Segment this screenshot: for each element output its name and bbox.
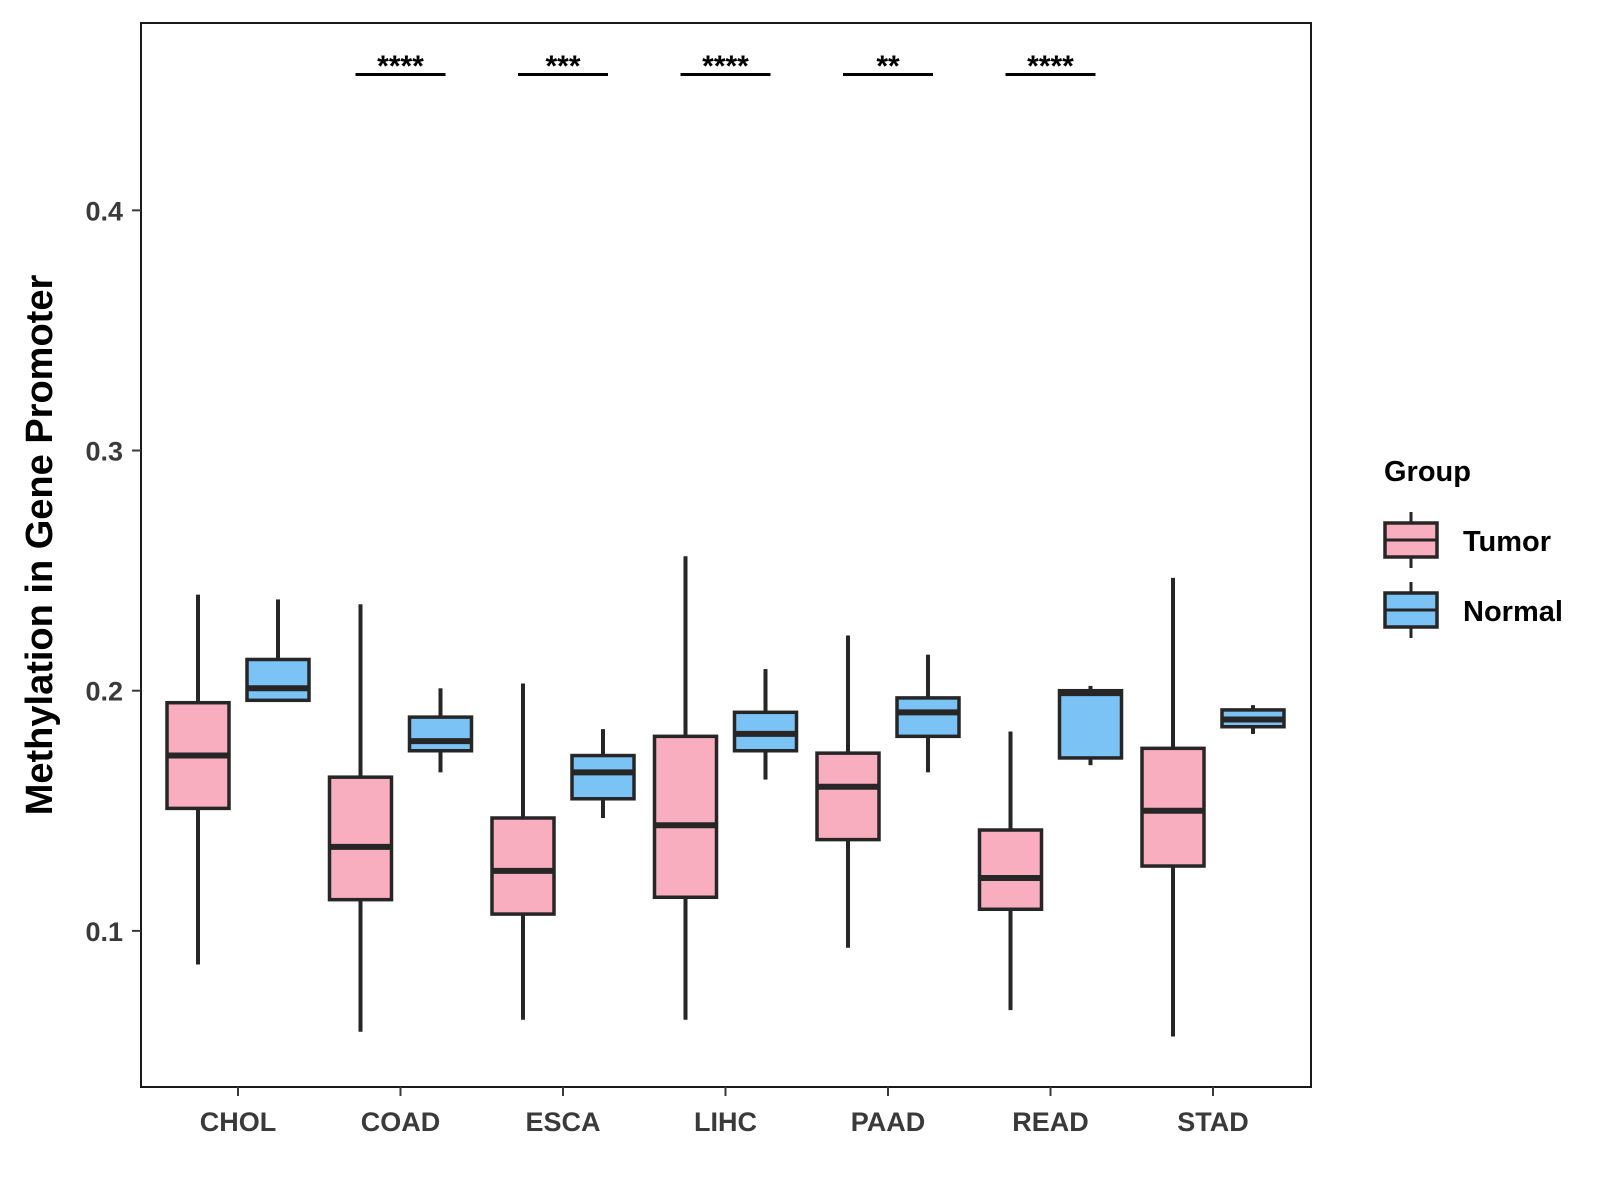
significance-label-lihc: **** — [702, 50, 749, 83]
legend-item-tumor: Tumor — [1383, 512, 1551, 568]
x-tick-label-chol: CHOL — [200, 1107, 277, 1137]
box-tumor-chol — [165, 594, 231, 965]
box-normal-read — [1057, 685, 1124, 766]
y-tick-label: 0.3 — [85, 437, 123, 467]
significance-label-esca: *** — [545, 50, 580, 83]
box-tumor-paad — [815, 635, 881, 948]
box-iqr — [1140, 746, 1206, 868]
box-tumor-lihc — [652, 556, 719, 1020]
legend-title: Group — [1384, 456, 1471, 488]
box-iqr — [490, 816, 556, 916]
y-axis-title: Methylation in Gene Promoter — [19, 275, 61, 816]
box-iqr — [570, 753, 636, 801]
box-iqr — [245, 657, 311, 703]
box-normal-coad — [407, 688, 474, 773]
plot-area: 0.1 0.2 0.3 0.4 CHOL COAD ESCA LIHC PAAD READ STAD… — [85, 22, 1312, 1137]
box-normal-lihc — [732, 669, 799, 780]
box-tumor-stad — [1140, 577, 1206, 1037]
box-iqr — [652, 734, 719, 900]
legend: Tumor Normal — [1383, 512, 1563, 638]
significance-label-coad: **** — [377, 50, 424, 83]
legend-label-normal: Normal — [1463, 596, 1563, 628]
box-tumor-read — [977, 731, 1044, 1011]
box-normal-chol — [245, 599, 311, 703]
box-iqr — [977, 828, 1044, 912]
significance-label-read: **** — [1027, 50, 1074, 83]
x-tick-label-lihc: LIHC — [694, 1107, 757, 1137]
y-tick-label: 0.2 — [85, 677, 123, 707]
box-iqr — [895, 696, 961, 739]
box-normal-paad — [895, 654, 961, 773]
box-iqr — [815, 751, 881, 842]
y-tick-label: 0.1 — [85, 917, 123, 947]
x-tick-label-stad: STAD — [1177, 1107, 1249, 1137]
x-tick-label-read: READ — [1012, 1107, 1089, 1137]
plot-border — [140, 22, 1312, 1088]
legend-item-normal: Normal — [1383, 582, 1563, 638]
box-normal-stad — [1220, 705, 1286, 734]
significance-label-paad: ** — [876, 50, 900, 83]
box-iqr — [407, 715, 474, 753]
y-tick-label: 0.4 — [85, 196, 123, 226]
x-tick-label-esca: ESCA — [525, 1107, 600, 1137]
legend-label-tumor: Tumor — [1463, 526, 1551, 558]
x-tick-label-coad: COAD — [361, 1107, 441, 1137]
box-tumor-coad — [327, 604, 394, 1032]
box-iqr — [1057, 688, 1124, 760]
x-tick-label-paad: PAAD — [851, 1107, 926, 1137]
box-iqr — [327, 775, 394, 902]
box-normal-esca — [570, 729, 636, 818]
box-tumor-esca — [490, 683, 556, 1020]
